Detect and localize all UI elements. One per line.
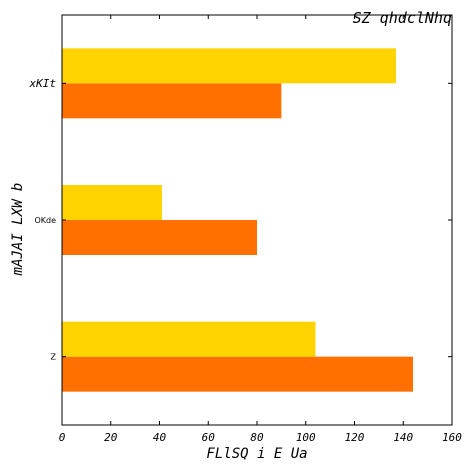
x-tick-label: 140 (393, 431, 413, 444)
bar-xKIt-series-1 (62, 83, 282, 119)
y-tick-label-OKde: OKde (34, 216, 56, 225)
x-tick-label: 160 (442, 431, 462, 444)
bar-Z-series-2 (62, 321, 316, 357)
x-tick-label: 80 (250, 431, 264, 444)
x-tick-label: 0 (59, 431, 66, 444)
bar-Z-series-1 (62, 356, 413, 392)
y-axis-ticks: Z OKde xKIt (29, 77, 452, 361)
y-tick-label-xKIt: xKIt (29, 77, 57, 90)
x-axis-label: FLlSQ i E Ua (206, 446, 307, 462)
bars-group (62, 48, 413, 392)
bar-xKIt-series-2 (62, 48, 396, 84)
y-axis-label: mAJAI LXW b (10, 183, 26, 277)
bar-OKde-series-1 (62, 220, 257, 255)
x-tick-label: 40 (153, 431, 167, 444)
x-tick-label: 60 (202, 431, 216, 444)
x-tick-label: 100 (296, 431, 316, 444)
y-tick-label-Z: Z (51, 352, 57, 361)
chart-title: SZ qhdclNhq (353, 9, 452, 27)
bar-OKde-series-2 (62, 185, 162, 220)
x-tick-label: 20 (104, 431, 118, 444)
x-axis-ticks: 0 20 40 60 80 100 120 140 160 (59, 15, 462, 444)
x-tick-label: 120 (345, 431, 365, 444)
